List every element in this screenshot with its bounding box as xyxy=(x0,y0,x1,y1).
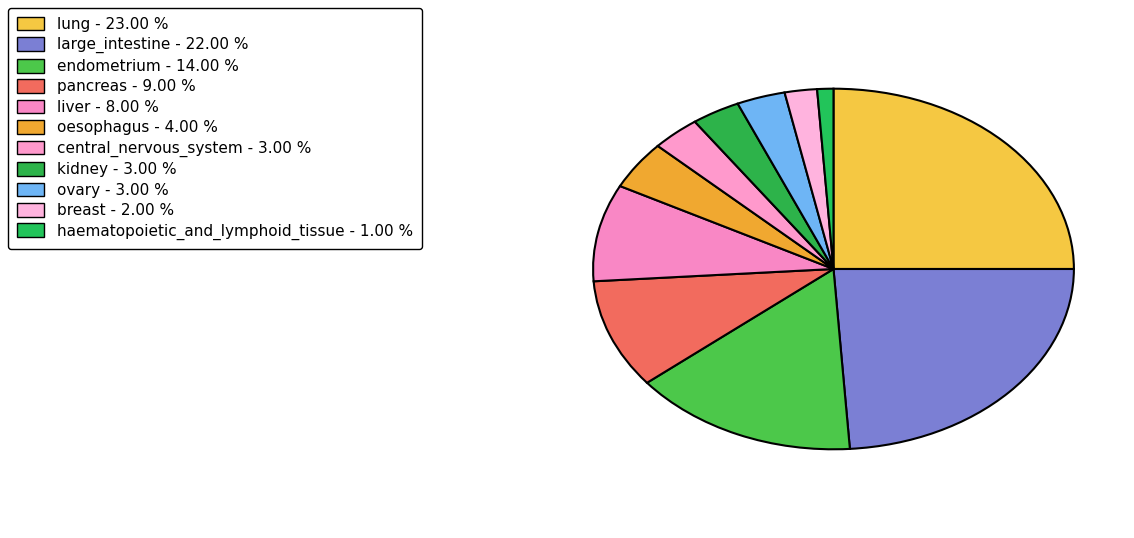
Wedge shape xyxy=(695,104,833,269)
Wedge shape xyxy=(738,93,833,269)
Wedge shape xyxy=(658,122,833,269)
Wedge shape xyxy=(648,269,849,449)
Wedge shape xyxy=(620,146,833,269)
Wedge shape xyxy=(833,269,1074,449)
Legend: lung - 23.00 %, large_intestine - 22.00 %, endometrium - 14.00 %, pancreas - 9.0: lung - 23.00 %, large_intestine - 22.00 … xyxy=(8,8,422,249)
Wedge shape xyxy=(833,89,1074,269)
Wedge shape xyxy=(593,186,833,281)
Wedge shape xyxy=(593,269,833,383)
Wedge shape xyxy=(818,89,833,269)
Wedge shape xyxy=(785,89,833,269)
